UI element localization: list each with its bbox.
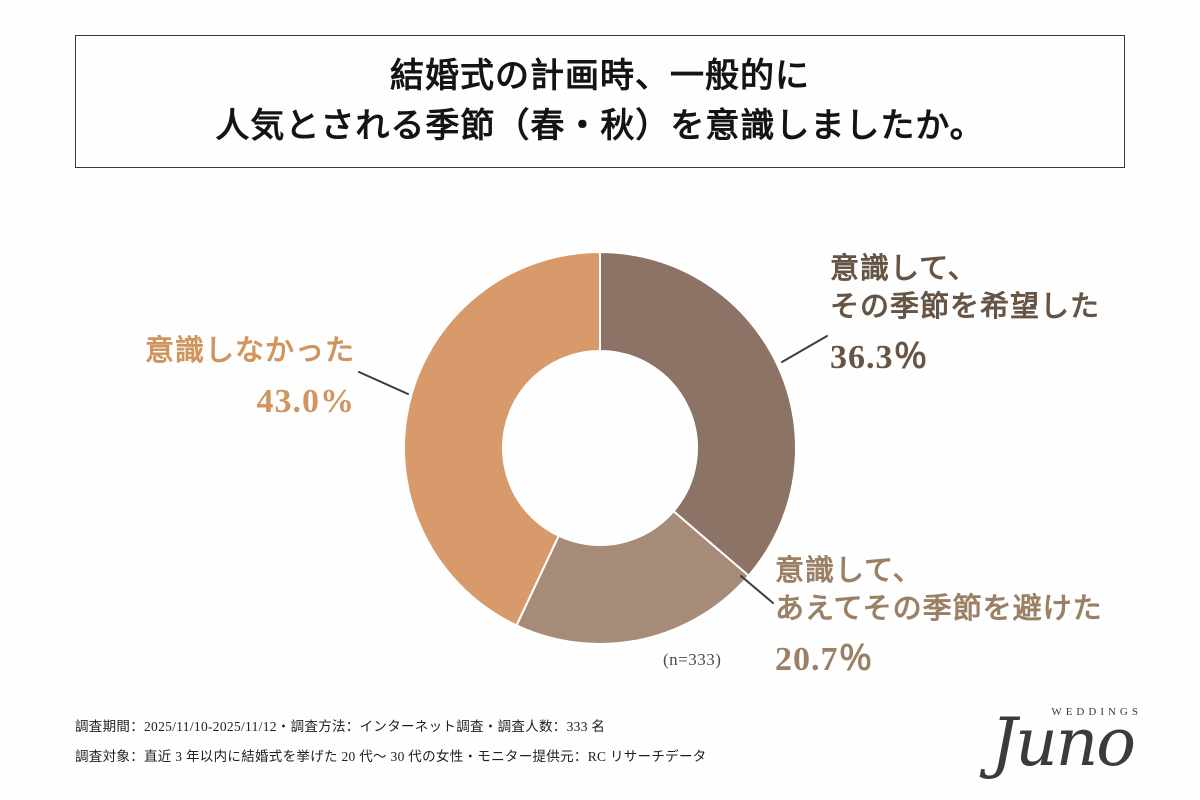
- segment-label-text: あえてその季節を避けた: [775, 593, 1103, 625]
- segment-percentage: 36.3％: [830, 339, 929, 376]
- title-line-2: 人気とされる季節（春・秋）を意識しましたか。: [215, 107, 985, 145]
- title-box: 結婚式の計画時、一般的に 人気とされる季節（春・秋）を意識しましたか。: [75, 35, 1125, 168]
- survey-notes: 調査期間：2025/11/10-2025/11/12・調査方法：インターネット調…: [75, 712, 707, 772]
- title-line-1: 結婚式の計画時、一般的に: [390, 57, 810, 95]
- segment-label-text: その季節を希望した: [830, 291, 1101, 323]
- donut-segment-2: [403, 250, 601, 627]
- segment-label-avoided: 意識して、 あえてその季節を避けた 20.7％: [775, 552, 1103, 678]
- segment-label-text: 意識して、: [775, 555, 923, 587]
- donut-segments: [403, 250, 797, 645]
- survey-note-line-2: 調査対象：直近 3 年以内に結婚式を挙げた 20 代〜 30 代の女性・モニター…: [75, 749, 707, 764]
- segment-percentage: 43.0%: [256, 383, 355, 420]
- segment-label-not-conscious: 意識しなかった 43.0%: [90, 332, 355, 420]
- survey-note-line-1: 調査期間：2025/11/10-2025/11/12・調査方法：インターネット調…: [75, 719, 606, 734]
- donut-segment-0: [599, 250, 797, 578]
- segment-label-text: 意識しなかった: [144, 335, 355, 367]
- sample-size-label: (n=333): [663, 650, 722, 669]
- logo-weddings-text: WEDDINGS: [1051, 706, 1142, 718]
- segment-label-text: 意識して、: [830, 253, 978, 285]
- leader-line-avoided: [740, 575, 774, 604]
- segment-percentage: 20.7％: [775, 641, 874, 678]
- segment-label-hoped: 意識して、 その季節を希望した 36.3％: [830, 250, 1100, 376]
- donut-segment-1: [515, 509, 751, 645]
- logo-juno-text: Juno: [990, 704, 1136, 781]
- leader-line-not-conscious: [358, 371, 409, 395]
- leader-lines: [358, 335, 828, 604]
- logo: WEDDINGS Juno: [990, 698, 1138, 788]
- leader-line-hoped: [781, 335, 828, 363]
